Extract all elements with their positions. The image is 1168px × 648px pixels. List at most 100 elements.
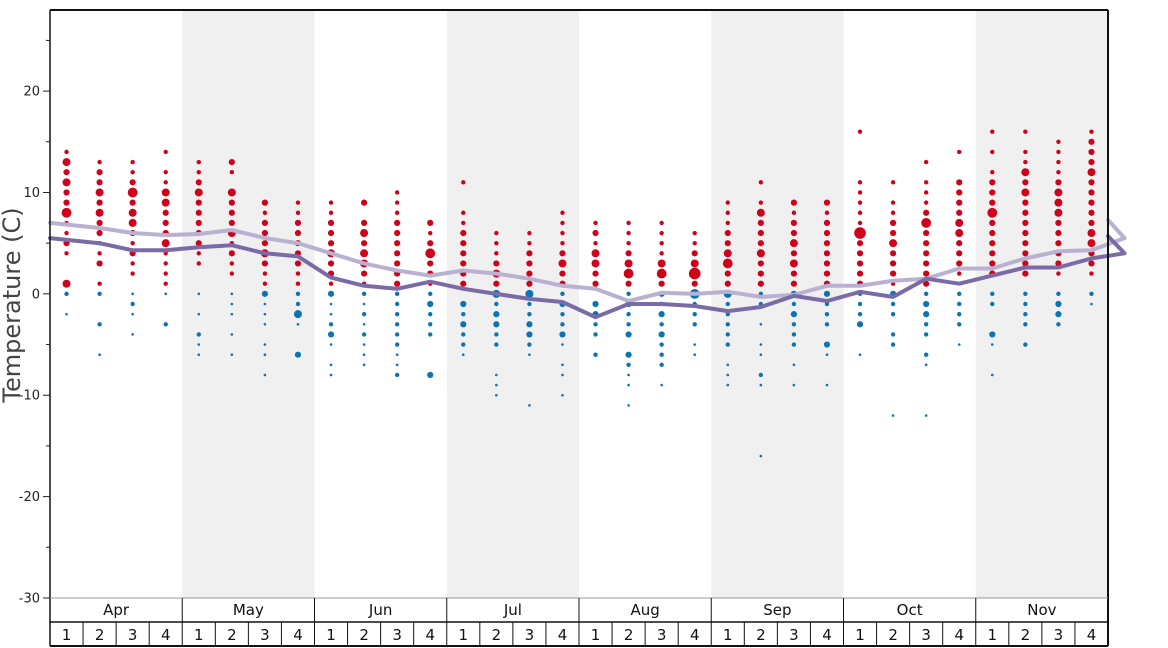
cold-dot	[394, 332, 400, 337]
cold-dot	[726, 373, 730, 377]
cold-dot	[261, 290, 269, 297]
cold-dot	[131, 292, 134, 296]
y-tick-label: 0	[32, 287, 40, 302]
cold-dot	[659, 352, 664, 357]
cold-dot	[625, 331, 632, 338]
warm-dot	[161, 188, 170, 197]
warm-dot	[757, 240, 764, 247]
warm-dot	[956, 199, 963, 206]
warm-dot	[162, 219, 169, 226]
warm-dot	[195, 209, 202, 216]
warm-dot	[427, 260, 434, 267]
cold-dot	[957, 301, 962, 307]
warm-dot	[295, 210, 301, 215]
warm-dot	[460, 240, 467, 247]
cold-dot	[823, 341, 831, 348]
warm-dot	[1055, 240, 1062, 247]
warm-dot	[923, 240, 930, 247]
cold-dot	[163, 322, 168, 327]
warm-dot	[394, 240, 401, 247]
week-label: 4	[558, 626, 568, 644]
warm-dot	[163, 261, 168, 266]
warm-dot	[889, 270, 897, 277]
cold-dot	[957, 343, 961, 346]
cold-dot	[427, 371, 434, 379]
warm-dot	[129, 179, 136, 186]
week-label: 3	[392, 626, 402, 644]
cold-dot	[627, 383, 630, 387]
week-label: 2	[756, 626, 766, 644]
week-label: 3	[921, 626, 931, 644]
cold-dot	[1023, 291, 1028, 297]
week-label: 2	[359, 626, 369, 644]
month-bands	[182, 10, 1108, 598]
warm-dot	[956, 179, 963, 186]
cold-dot	[362, 302, 366, 306]
cold-dot	[526, 321, 533, 328]
cold-dot	[525, 289, 534, 298]
warm-dot	[1054, 188, 1063, 197]
warm-dot	[955, 229, 964, 238]
cold-dot	[791, 342, 797, 347]
cold-dot	[526, 331, 533, 338]
cold-dot	[791, 322, 797, 327]
warm-dot	[196, 170, 201, 175]
cold-dot	[990, 291, 995, 297]
week-label: 2	[492, 626, 502, 644]
warm-dot	[195, 179, 202, 186]
month-band	[975, 10, 1108, 598]
week-label: 3	[789, 626, 799, 644]
warm-dot	[857, 220, 863, 226]
warm-dot	[394, 190, 400, 195]
cold-dot	[659, 362, 664, 368]
cold-dot	[230, 353, 234, 356]
cold-dot	[890, 342, 896, 347]
warm-dot	[360, 229, 369, 238]
warm-dot	[394, 219, 401, 226]
week-label: 1	[988, 626, 998, 644]
warm-dot	[527, 230, 532, 236]
cold-dot	[197, 312, 201, 316]
warm-dot	[163, 271, 168, 276]
warm-dot	[360, 270, 368, 277]
cold-dot	[726, 383, 730, 387]
week-label: 1	[62, 626, 72, 644]
cold-dot	[97, 322, 102, 327]
warm-dot	[294, 219, 302, 226]
warm-dot	[1022, 260, 1029, 267]
cold-dot	[495, 383, 498, 387]
month-label: Jul	[503, 601, 522, 619]
cold-dot	[593, 352, 598, 357]
cold-dot	[923, 300, 930, 308]
warm-dot	[1021, 188, 1030, 197]
week-label: 4	[1087, 626, 1097, 644]
cold-dot	[658, 331, 665, 338]
warm-dot	[857, 200, 863, 205]
cold-dot	[824, 322, 830, 327]
warm-dot	[956, 260, 963, 267]
cold-dot	[1089, 291, 1094, 297]
cold-dot	[329, 373, 333, 377]
warm-dot	[824, 210, 830, 215]
week-label: 1	[723, 626, 733, 644]
warm-dot	[62, 158, 71, 167]
week-label: 3	[1054, 626, 1064, 644]
warm-dot	[1022, 219, 1029, 226]
month-label: Nov	[1027, 601, 1056, 619]
warm-dot	[659, 230, 664, 236]
warm-dot	[923, 200, 929, 205]
week-label: 4	[690, 626, 700, 644]
warm-dot	[327, 260, 335, 267]
y-tick-label: 20	[23, 85, 40, 100]
cold-dot	[263, 312, 267, 316]
y-tick-label: -10	[19, 389, 40, 404]
y-axis: 20 10 0 -10 -20 -30	[19, 39, 50, 607]
warm-dot	[1088, 189, 1095, 196]
warm-dot	[989, 179, 996, 186]
month-band	[446, 10, 579, 598]
warm-dot	[790, 270, 798, 277]
cold-dot	[560, 291, 565, 297]
cold-dot	[1056, 322, 1061, 327]
warm-dot	[262, 281, 268, 286]
warm-dot	[790, 199, 798, 206]
